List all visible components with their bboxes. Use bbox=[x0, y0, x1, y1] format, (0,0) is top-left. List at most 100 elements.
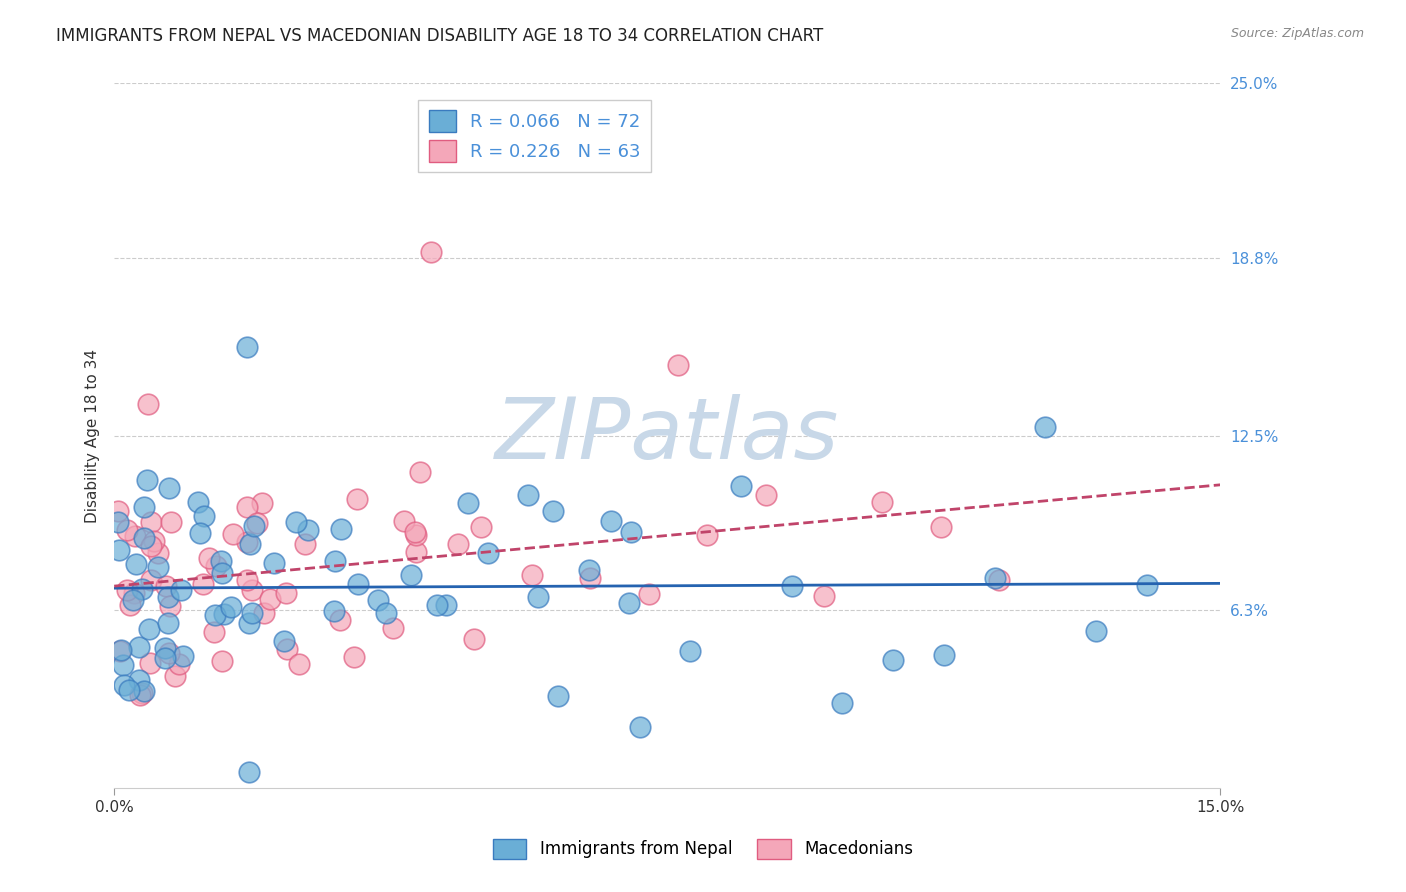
Point bbox=[128, 640, 150, 654]
Point bbox=[541, 504, 564, 518]
Point bbox=[679, 644, 702, 658]
Point bbox=[619, 596, 641, 610]
Point bbox=[392, 514, 415, 528]
Point bbox=[409, 465, 432, 479]
Point bbox=[882, 653, 904, 667]
Point bbox=[136, 473, 159, 487]
Point bbox=[139, 657, 162, 671]
Point bbox=[446, 537, 468, 551]
Point bbox=[294, 537, 316, 551]
Point bbox=[520, 567, 543, 582]
Point bbox=[276, 642, 298, 657]
Point bbox=[153, 641, 176, 656]
Point bbox=[730, 479, 752, 493]
Point bbox=[219, 599, 242, 614]
Point bbox=[263, 556, 285, 570]
Point bbox=[165, 669, 187, 683]
Point bbox=[240, 606, 263, 620]
Point bbox=[136, 396, 159, 410]
Point bbox=[434, 599, 457, 613]
Point bbox=[139, 573, 162, 587]
Point bbox=[172, 648, 194, 663]
Point bbox=[1033, 420, 1056, 434]
Point bbox=[222, 527, 245, 541]
Point bbox=[330, 522, 353, 536]
Point bbox=[274, 585, 297, 599]
Point bbox=[600, 514, 623, 528]
Point bbox=[198, 551, 221, 566]
Y-axis label: Disability Age 18 to 34: Disability Age 18 to 34 bbox=[86, 349, 100, 523]
Point bbox=[239, 537, 262, 551]
Point bbox=[156, 591, 179, 605]
Point bbox=[253, 606, 276, 620]
Point bbox=[929, 519, 952, 533]
Point bbox=[131, 582, 153, 597]
Point bbox=[236, 573, 259, 587]
Point bbox=[579, 571, 602, 585]
Point bbox=[138, 622, 160, 636]
Point bbox=[872, 495, 894, 509]
Point bbox=[134, 531, 156, 545]
Point bbox=[297, 524, 319, 538]
Point bbox=[202, 625, 225, 640]
Point bbox=[132, 500, 155, 515]
Legend: R = 0.066   N = 72, R = 0.226   N = 63: R = 0.066 N = 72, R = 0.226 N = 63 bbox=[418, 100, 651, 172]
Text: ZIPatlas: ZIPatlas bbox=[495, 394, 839, 477]
Point bbox=[477, 546, 499, 560]
Point bbox=[988, 573, 1011, 587]
Point bbox=[347, 576, 370, 591]
Point bbox=[405, 527, 427, 541]
Point bbox=[156, 615, 179, 630]
Point bbox=[125, 557, 148, 571]
Point bbox=[284, 516, 307, 530]
Point bbox=[142, 534, 165, 549]
Point bbox=[426, 599, 449, 613]
Point bbox=[211, 654, 233, 668]
Point bbox=[755, 488, 778, 502]
Point bbox=[287, 657, 309, 671]
Point bbox=[157, 481, 180, 495]
Point bbox=[236, 500, 259, 514]
Point bbox=[112, 678, 135, 692]
Point bbox=[470, 520, 492, 534]
Point bbox=[236, 535, 259, 549]
Point bbox=[516, 488, 538, 502]
Point bbox=[122, 586, 145, 600]
Point bbox=[132, 684, 155, 698]
Point bbox=[346, 491, 368, 506]
Point bbox=[367, 592, 389, 607]
Point bbox=[187, 495, 209, 509]
Point bbox=[637, 587, 659, 601]
Point bbox=[155, 579, 177, 593]
Point bbox=[242, 519, 264, 533]
Point bbox=[124, 529, 146, 543]
Point bbox=[238, 615, 260, 630]
Point bbox=[1084, 624, 1107, 639]
Point bbox=[578, 563, 600, 577]
Point bbox=[238, 764, 260, 779]
Point bbox=[381, 621, 404, 635]
Point bbox=[157, 646, 180, 660]
Point bbox=[404, 525, 426, 540]
Point bbox=[212, 607, 235, 621]
Point bbox=[375, 606, 398, 620]
Point bbox=[107, 515, 129, 529]
Point bbox=[148, 559, 170, 574]
Point bbox=[246, 516, 269, 530]
Point bbox=[139, 516, 162, 530]
Point bbox=[115, 523, 138, 537]
Point bbox=[188, 525, 211, 540]
Point bbox=[323, 604, 346, 618]
Point bbox=[463, 632, 485, 646]
Point bbox=[983, 571, 1005, 585]
Point bbox=[170, 583, 193, 598]
Point bbox=[209, 554, 232, 568]
Point bbox=[120, 598, 142, 612]
Point bbox=[118, 683, 141, 698]
Point bbox=[146, 546, 169, 560]
Point bbox=[193, 577, 215, 591]
Point bbox=[159, 599, 181, 613]
Point bbox=[204, 607, 226, 622]
Point bbox=[527, 590, 550, 604]
Text: IMMIGRANTS FROM NEPAL VS MACEDONIAN DISABILITY AGE 18 TO 34 CORRELATION CHART: IMMIGRANTS FROM NEPAL VS MACEDONIAN DISA… bbox=[56, 27, 824, 45]
